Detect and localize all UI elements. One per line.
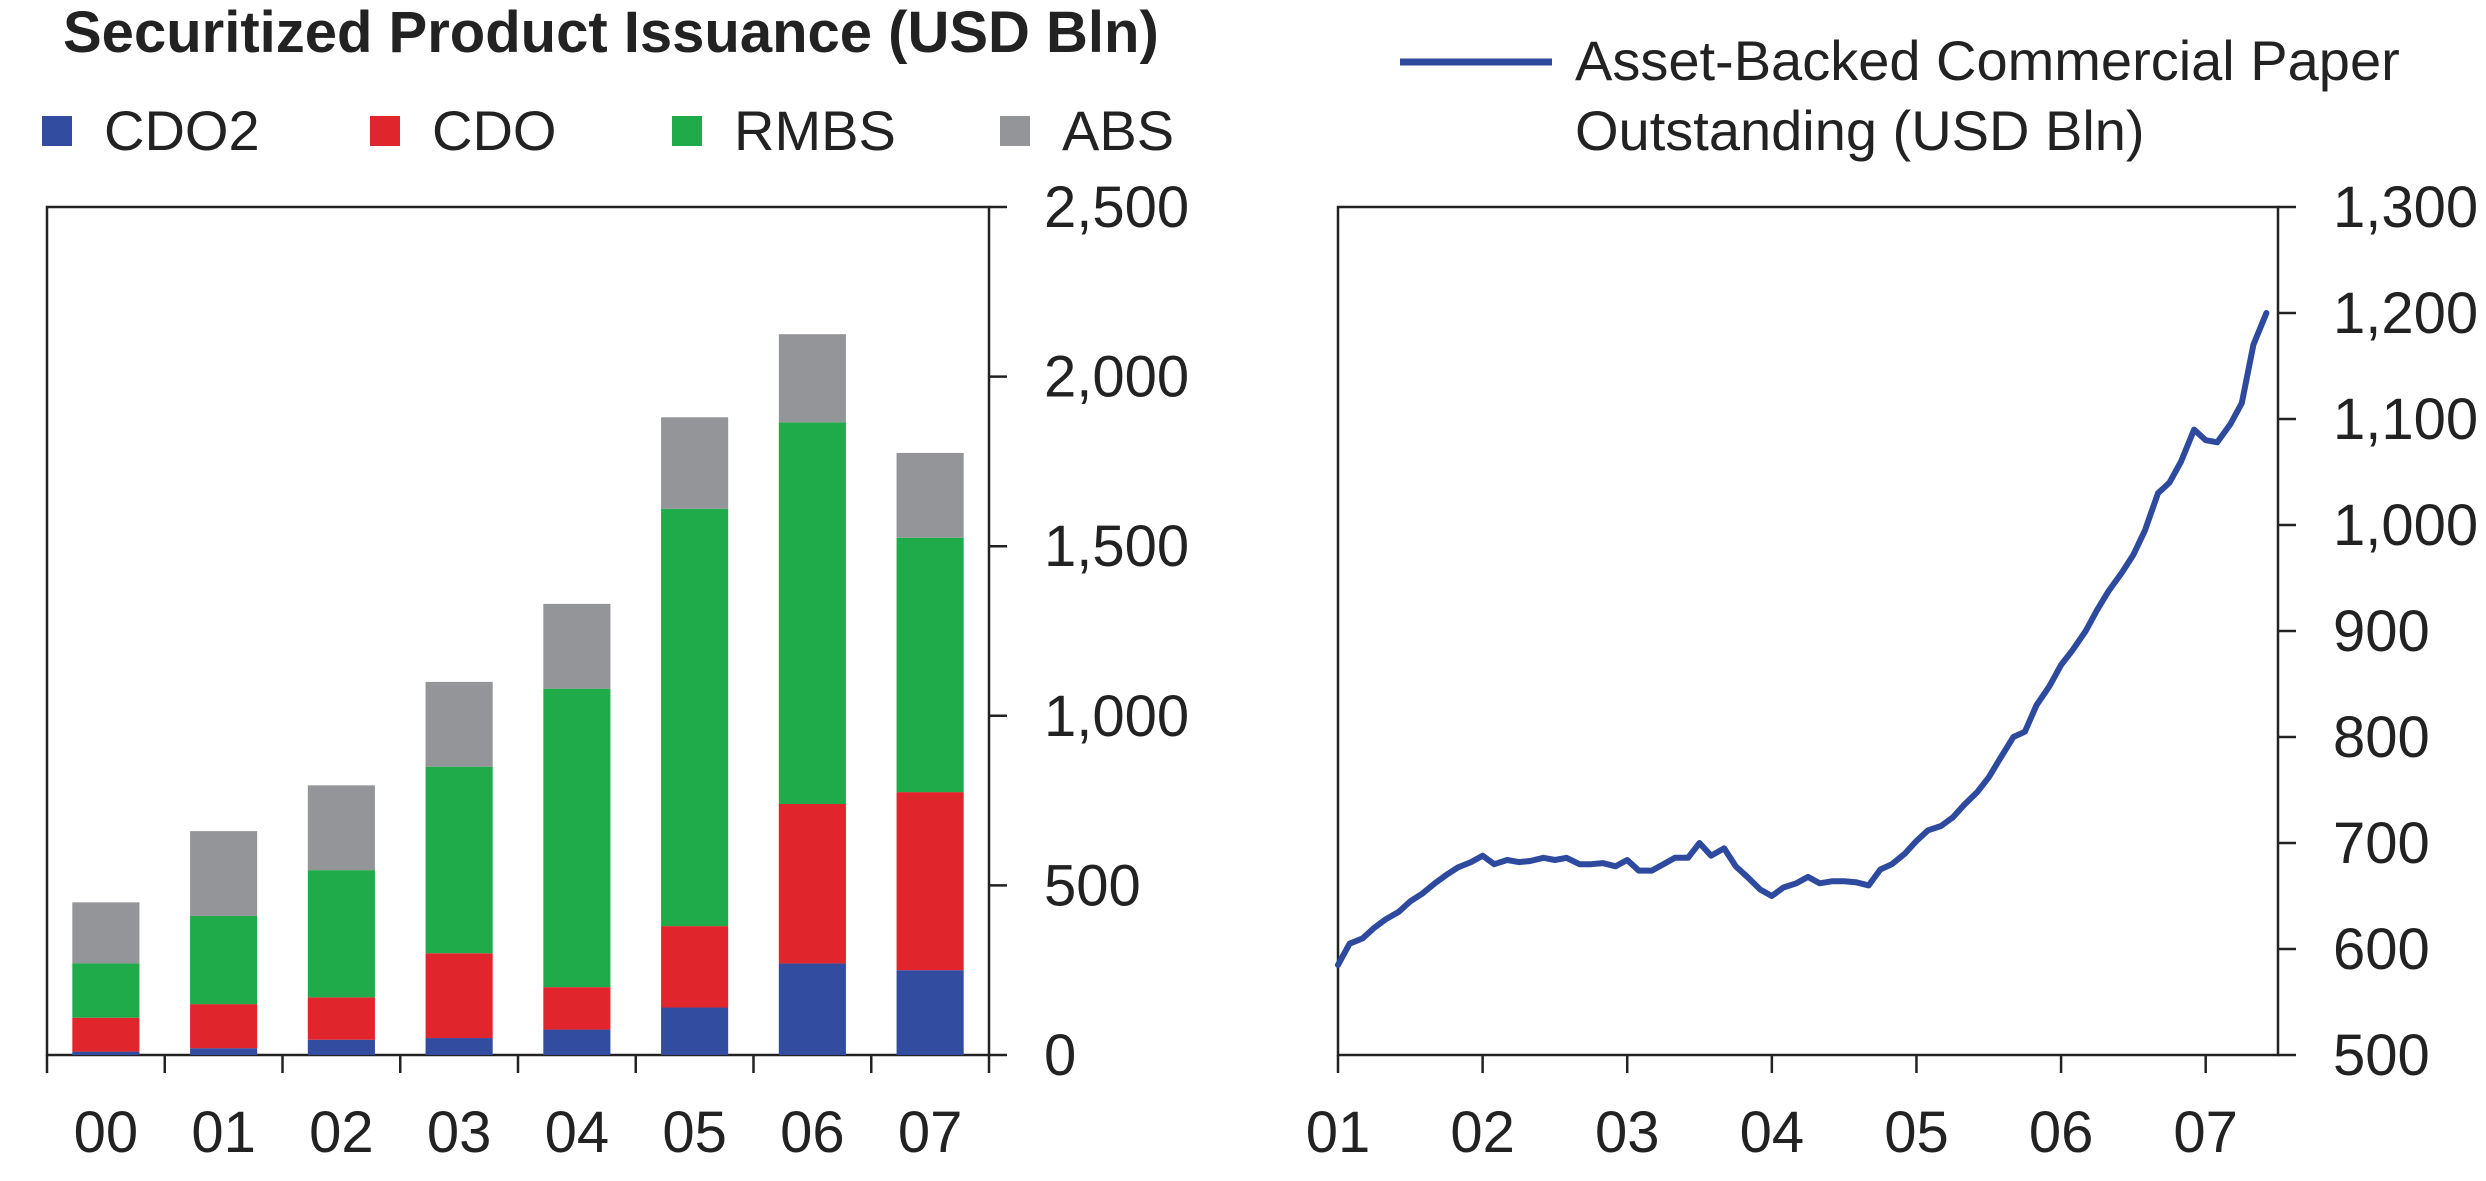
bar-cdo2-06 — [778, 963, 846, 1055]
y-tick-label: 0 — [1044, 1023, 1076, 1088]
issuance-y-axis: 0 500 1,000 1,500 2,000 2,500 — [989, 175, 1189, 1088]
y-tick-label: 1,300 — [2333, 175, 2478, 240]
y-tick-label: 700 — [2333, 811, 2430, 876]
y-tick-label: 600 — [2333, 917, 2430, 982]
y-tick-label: 2,000 — [1044, 345, 1189, 410]
x-tick-label: 07 — [898, 1100, 963, 1165]
x-tick-label: 02 — [309, 1100, 374, 1165]
bar-rmbs-05 — [661, 508, 729, 927]
bar-cdo2-00 — [72, 1051, 140, 1055]
bar-rmbs-01 — [190, 915, 258, 1005]
legend-label-cdo2: CDO2 — [104, 99, 260, 162]
bar-cdo-00 — [72, 1017, 140, 1052]
issuance-bars — [72, 334, 964, 1055]
x-tick-label: 01 — [1306, 1100, 1371, 1165]
issuance-legend: CDO2 CDO RMBS ABS — [42, 99, 1174, 162]
bar-cdo-06 — [778, 803, 846, 964]
issuance-chart: Securitized Product Issuance (USD Bln) C… — [42, 0, 1189, 1165]
bar-cdo-01 — [190, 1004, 258, 1049]
bar-cdo-07 — [896, 792, 964, 971]
abcp-x-axis: 01 02 03 04 05 06 07 — [1306, 1055, 2238, 1165]
y-tick-label: 1,000 — [2333, 493, 2478, 558]
x-tick-label: 03 — [1595, 1100, 1660, 1165]
bar-cdo-02 — [307, 997, 375, 1040]
bar-abs-04 — [543, 603, 611, 689]
bar-cdo2-04 — [543, 1029, 611, 1055]
y-tick-label: 2,500 — [1044, 175, 1189, 240]
x-tick-label: 04 — [1740, 1100, 1805, 1165]
bar-abs-05 — [661, 417, 729, 509]
abcp-y-axis: 500 600 700 800 900 1,000 1,100 1,200 1,300 — [2278, 175, 2478, 1088]
y-tick-label: 1,000 — [1044, 684, 1189, 749]
x-tick-label: 02 — [1450, 1100, 1515, 1165]
issuance-chart-title: Securitized Product Issuance (USD Bln) — [63, 0, 1159, 65]
bar-cdo-05 — [661, 926, 729, 1008]
y-tick-label: 500 — [2333, 1023, 2430, 1088]
bar-cdo2-01 — [190, 1048, 258, 1055]
bar-rmbs-00 — [72, 963, 140, 1018]
bar-rmbs-04 — [543, 688, 611, 988]
abcp-legend-label-line-2: Outstanding (USD Bln) — [1575, 99, 2145, 162]
legend-swatch-cdo2 — [42, 116, 72, 146]
legend-swatch-cdo — [370, 116, 400, 146]
issuance-x-axis: 00 01 02 03 04 05 06 07 — [45, 1055, 991, 1165]
abcp-plot-frame — [1336, 205, 2280, 1057]
bar-cdo-03 — [425, 953, 493, 1039]
x-tick-label: 01 — [191, 1100, 256, 1165]
y-tick-label: 900 — [2333, 599, 2430, 664]
x-tick-label: 05 — [662, 1100, 727, 1165]
bar-cdo2-07 — [896, 970, 964, 1055]
legend-swatch-rmbs — [672, 116, 702, 146]
bar-rmbs-06 — [778, 422, 846, 804]
x-tick-label: 06 — [780, 1100, 845, 1165]
bar-cdo2-05 — [661, 1007, 729, 1055]
bar-abs-00 — [72, 902, 140, 964]
y-tick-label: 1,100 — [2333, 387, 2478, 452]
issuance-plot-frame — [45, 205, 991, 1057]
bar-abs-03 — [425, 681, 493, 767]
legend-label-abs: ABS — [1062, 99, 1174, 162]
bar-cdo2-03 — [425, 1038, 493, 1055]
x-tick-label: 05 — [1884, 1100, 1949, 1165]
abcp-chart: Asset-Backed Commercial Paper Outstandin… — [1306, 29, 2478, 1165]
x-tick-label: 03 — [427, 1100, 492, 1165]
legend-swatch-abs — [1000, 116, 1030, 146]
x-tick-label: 04 — [545, 1100, 610, 1165]
y-tick-label: 1,200 — [2333, 281, 2478, 346]
legend-label-cdo: CDO — [432, 99, 556, 162]
x-tick-label: 06 — [2029, 1100, 2094, 1165]
bar-rmbs-07 — [896, 537, 964, 793]
bar-abs-01 — [190, 831, 258, 916]
abcp-outstanding-line — [1335, 310, 2270, 968]
bar-rmbs-02 — [307, 870, 375, 998]
bar-rmbs-03 — [425, 766, 493, 954]
bar-abs-07 — [896, 452, 964, 538]
x-tick-label: 07 — [2173, 1100, 2238, 1165]
x-tick-label: 00 — [74, 1100, 139, 1165]
y-tick-label: 800 — [2333, 705, 2430, 770]
y-tick-label: 1,500 — [1044, 514, 1189, 579]
abcp-legend-label-line-1: Asset-Backed Commercial Paper — [1575, 29, 2400, 92]
abcp-legend: Asset-Backed Commercial Paper Outstandin… — [1400, 29, 2400, 162]
legend-label-rmbs: RMBS — [734, 99, 896, 162]
bar-abs-06 — [778, 334, 846, 423]
abcp-line-series — [1335, 310, 2270, 968]
bar-cdo2-02 — [307, 1039, 375, 1055]
bar-abs-02 — [307, 785, 375, 871]
bar-cdo-04 — [543, 987, 611, 1030]
y-tick-label: 500 — [1044, 853, 1141, 918]
